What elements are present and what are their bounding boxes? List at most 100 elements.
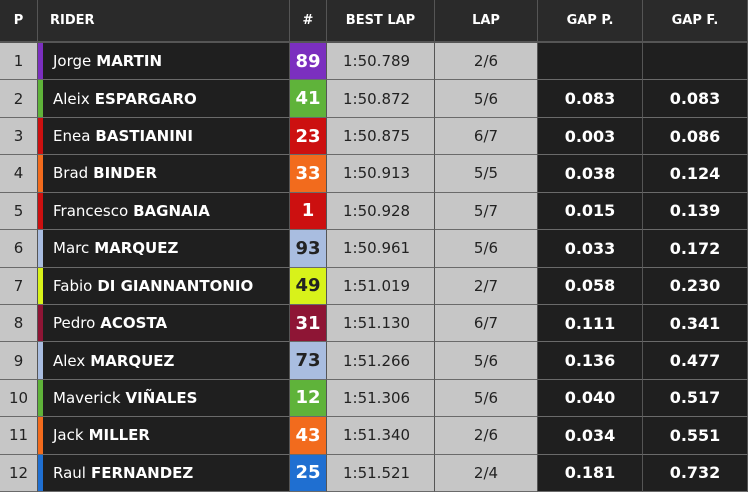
rider-last-name: ACOSTA xyxy=(100,314,168,333)
lap: 6/7 xyxy=(435,304,538,343)
rider-last-name: FERNANDEZ xyxy=(90,463,194,482)
team-stripe xyxy=(38,417,43,455)
rider-last-name: MARQUEZ xyxy=(90,351,175,370)
team-stripe xyxy=(38,230,43,268)
gap-first: 0.086 xyxy=(643,117,748,156)
team-stripe xyxy=(38,117,43,156)
lap: 2/7 xyxy=(435,267,538,305)
rider-number: 73 xyxy=(290,342,327,380)
gap-previous: 0.058 xyxy=(538,267,643,305)
position: 11 xyxy=(0,417,38,455)
gap-previous: 0.136 xyxy=(538,342,643,380)
rider-first-name: Brad xyxy=(53,164,89,183)
gap-first: 0.139 xyxy=(643,192,748,231)
rider-name: Brad BINDER xyxy=(43,155,290,193)
lap: 5/7 xyxy=(435,192,538,231)
best-lap: 1:51.340 xyxy=(327,417,435,455)
best-lap: 1:51.130 xyxy=(327,304,435,343)
rider-last-name: ESPARGARO xyxy=(94,89,197,108)
gap-previous: 0.111 xyxy=(538,304,643,343)
best-lap: 1:50.789 xyxy=(327,43,435,81)
header-cell: LAP xyxy=(435,0,538,43)
gap-first: 0.083 xyxy=(643,80,748,118)
header-cell: GAP F. xyxy=(643,0,748,43)
gap-previous xyxy=(538,43,643,81)
lap: 5/6 xyxy=(435,80,538,118)
rider-name: Jack MILLER xyxy=(43,417,290,455)
position: 10 xyxy=(0,379,38,418)
header-cell: RIDER xyxy=(38,0,290,43)
gap-first: 0.517 xyxy=(643,379,748,418)
lap: 5/6 xyxy=(435,342,538,380)
rider-first-name: Jorge xyxy=(53,52,92,71)
team-stripe xyxy=(38,155,43,193)
gap-first: 0.477 xyxy=(643,342,748,380)
rider-first-name: Maverick xyxy=(53,388,121,407)
header-cell: # xyxy=(290,0,327,43)
rider-name: Raul FERNANDEZ xyxy=(43,454,290,492)
best-lap: 1:51.521 xyxy=(327,454,435,492)
rider-number: 43 xyxy=(290,417,327,455)
gap-previous: 0.033 xyxy=(538,230,643,268)
lap: 2/4 xyxy=(435,454,538,492)
lap: 2/6 xyxy=(435,417,538,455)
rider-number: 89 xyxy=(290,43,327,81)
gap-first: 0.551 xyxy=(643,417,748,455)
rider-number: 33 xyxy=(290,155,327,193)
position: 5 xyxy=(0,192,38,231)
gap-previous: 0.181 xyxy=(538,454,643,492)
rider-last-name: BASTIANINI xyxy=(95,127,193,146)
header-cell: P xyxy=(0,0,38,43)
rider-last-name: DI GIANNANTONIO xyxy=(97,276,254,295)
position: 4 xyxy=(0,155,38,193)
best-lap: 1:51.306 xyxy=(327,379,435,418)
best-lap: 1:51.019 xyxy=(327,267,435,305)
rider-number: 12 xyxy=(290,379,327,418)
position: 6 xyxy=(0,230,38,268)
rider-last-name: MARQUEZ xyxy=(94,239,179,258)
rider-name: Jorge MARTIN xyxy=(43,43,290,81)
rider-first-name: Marc xyxy=(53,239,90,258)
best-lap: 1:50.875 xyxy=(327,117,435,156)
best-lap: 1:51.266 xyxy=(327,342,435,380)
rider-last-name: MARTIN xyxy=(96,52,163,71)
team-stripe xyxy=(38,304,43,343)
rider-first-name: Aleix xyxy=(53,89,90,108)
position: 3 xyxy=(0,117,38,156)
rider-first-name: Francesco xyxy=(53,201,129,220)
gap-previous: 0.003 xyxy=(538,117,643,156)
gap-previous: 0.015 xyxy=(538,192,643,231)
rider-first-name: Pedro xyxy=(53,314,96,333)
gap-first: 0.172 xyxy=(643,230,748,268)
rider-last-name: BINDER xyxy=(93,164,157,183)
position: 7 xyxy=(0,267,38,305)
rider-name: Enea BASTIANINI xyxy=(43,117,290,156)
gap-first: 0.230 xyxy=(643,267,748,305)
rider-first-name: Fabio xyxy=(53,276,93,295)
position: 1 xyxy=(0,43,38,81)
gap-previous: 0.038 xyxy=(538,155,643,193)
rider-name: Fabio DI GIANNANTONIO xyxy=(43,267,290,305)
lap: 5/6 xyxy=(435,230,538,268)
rider-number: 23 xyxy=(290,117,327,156)
gap-first: 0.341 xyxy=(643,304,748,343)
rider-number: 25 xyxy=(290,454,327,492)
gap-previous: 0.040 xyxy=(538,379,643,418)
best-lap: 1:50.913 xyxy=(327,155,435,193)
gap-first: 0.124 xyxy=(643,155,748,193)
best-lap: 1:50.928 xyxy=(327,192,435,231)
rider-number: 41 xyxy=(290,80,327,118)
position: 8 xyxy=(0,304,38,343)
rider-number: 93 xyxy=(290,230,327,268)
best-lap: 1:50.961 xyxy=(327,230,435,268)
gap-previous: 0.083 xyxy=(538,80,643,118)
rider-name: Aleix ESPARGARO xyxy=(43,80,290,118)
lap: 6/7 xyxy=(435,117,538,156)
rider-number: 31 xyxy=(290,304,327,343)
rider-name: Francesco BAGNAIA xyxy=(43,192,290,231)
lap: 2/6 xyxy=(435,43,538,81)
gap-previous: 0.034 xyxy=(538,417,643,455)
team-stripe xyxy=(38,454,43,492)
